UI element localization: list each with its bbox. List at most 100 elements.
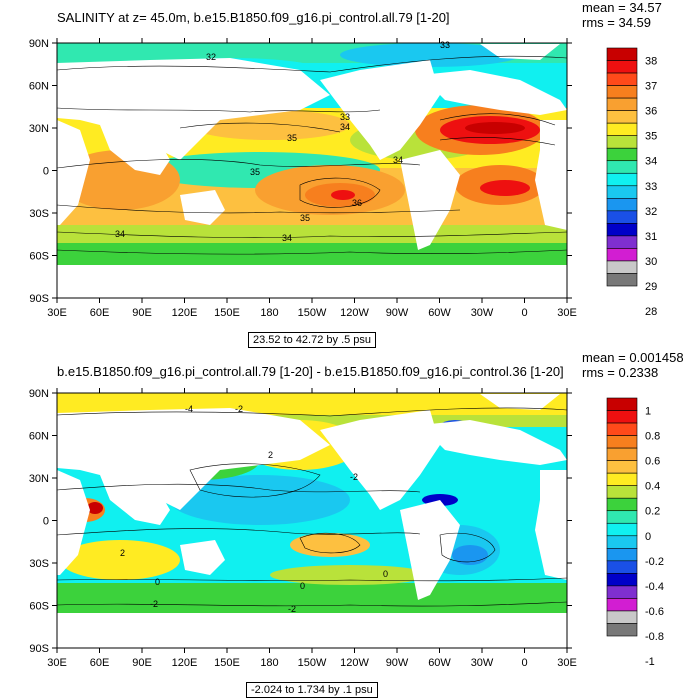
colorbar-swatch: [606, 235, 638, 249]
lon-label: 150W: [298, 657, 327, 669]
lon-label: 30E: [557, 307, 577, 319]
contour-label: 35: [287, 133, 297, 143]
colorbar-swatch: [606, 522, 638, 537]
lat-label: 60N: [29, 431, 49, 443]
lon-label: 150W: [298, 307, 327, 319]
colorbar-swatch: [606, 122, 638, 136]
contour-label: 32: [206, 52, 216, 62]
lon-label: 60W: [428, 307, 451, 319]
contour-label: 33: [340, 112, 350, 122]
colorbar-swatch: [606, 397, 638, 411]
lon-label: 180: [260, 657, 278, 669]
colorbar-swatch: [606, 248, 638, 262]
lon-label: 0: [521, 307, 527, 319]
panel1-mean: mean = 34.57: [582, 0, 662, 15]
lat-label: 60N: [29, 81, 49, 93]
lat-label: 90S: [29, 643, 49, 655]
colorbar-label: 37: [645, 81, 657, 93]
contour-label: -2: [350, 472, 358, 482]
lon-label: 30E: [47, 657, 67, 669]
colorbar-label: 29: [645, 281, 657, 293]
colorbar-swatch: [606, 535, 638, 549]
panel1-map: 32 33 33 34 35 35 35 36 34 34 34 90N 60N 3…: [29, 38, 577, 319]
colorbar-label: 34: [645, 156, 657, 168]
colorbar-swatch: [606, 610, 638, 624]
colorbar-swatch: [606, 472, 638, 486]
colorbar-label: 35: [645, 131, 657, 143]
lon-label: 90W: [386, 307, 409, 319]
lat-label: 60S: [29, 251, 49, 263]
colorbar-swatch: [606, 147, 638, 162]
colorbar-swatch: [606, 160, 638, 174]
contour-label: 34: [115, 229, 125, 239]
contour-label: 34: [340, 122, 350, 132]
colorbar-label: -1: [645, 656, 655, 668]
lon-label: 120E: [172, 307, 198, 319]
panel1-caption: 23.52 to 42.72 by .5 psu: [248, 332, 377, 348]
colorbar-swatch: [606, 97, 638, 111]
contour-label: 34: [282, 233, 292, 243]
colorbar-swatch: [606, 585, 638, 599]
colorbar-swatch: [606, 598, 638, 612]
lon-label: 120W: [340, 657, 369, 669]
contour-label: -2: [235, 404, 243, 414]
colorbar-label: 32: [645, 206, 657, 218]
colorbar-swatch: [606, 447, 638, 461]
colorbar-swatch: [606, 85, 638, 99]
colorbar-label: 0.2: [645, 506, 660, 518]
colorbar-swatch: [606, 72, 638, 86]
panel2-mean: mean = 0.001458: [582, 350, 684, 365]
colorbar-label: 28: [645, 306, 657, 318]
contour-label: -2: [288, 604, 296, 614]
colorbar-label: 0.4: [645, 481, 660, 493]
lat-label: 90N: [29, 388, 49, 400]
panel1-rms: rms = 34.59: [582, 15, 652, 30]
colorbar-swatch: [606, 460, 638, 474]
colorbar-swatch: [606, 60, 638, 74]
lat-label: 0: [43, 166, 49, 178]
colorbar-swatch: [606, 110, 638, 124]
colorbar-label: 1: [645, 406, 651, 418]
contour-label: -2: [150, 599, 158, 609]
colorbar-swatch: [606, 497, 638, 512]
lat-label: 30N: [29, 123, 49, 135]
lon-label: 0: [521, 657, 527, 669]
colorbar-swatch: [606, 47, 638, 61]
lon-label: 60E: [90, 307, 110, 319]
colorbar-swatch: [606, 485, 638, 499]
panel2-caption: -2.024 to 1.734 by .1 psu: [246, 682, 378, 698]
lon-label: 120W: [340, 307, 369, 319]
lon-label: 60W: [428, 657, 451, 669]
colorbar-label: 36: [645, 106, 657, 118]
colorbar-label: -0.2: [645, 556, 664, 568]
lon-label: 30E: [47, 307, 67, 319]
colorbar-swatch: [606, 135, 638, 149]
colorbar-swatch: [606, 435, 638, 449]
lon-label: 180: [260, 307, 278, 319]
lat-label: 60S: [29, 601, 49, 613]
colorbar-label: 31: [645, 231, 657, 243]
panel2-rms: rms = 0.2338: [582, 365, 659, 380]
contour-label: 33: [440, 40, 450, 50]
panel2-title: b.e15.B1850.f09_g16.pi_control.all.79 [1…: [57, 364, 564, 379]
lat-label: 90S: [29, 293, 49, 305]
colorbar-label: 30: [645, 256, 657, 268]
contour-label: 0: [300, 581, 305, 591]
lon-label: 90E: [132, 307, 152, 319]
colorbar-swatch: [606, 172, 638, 187]
colorbar-swatch: [606, 422, 638, 436]
colorbar-swatch: [606, 260, 638, 274]
colorbar-label: 0.8: [645, 431, 660, 443]
colorbar-swatch: [606, 410, 638, 424]
contour-label: -4: [185, 404, 193, 414]
colorbar-swatch: [606, 548, 638, 562]
lon-label: 90W: [386, 657, 409, 669]
colorbar-label: 33: [645, 181, 657, 193]
colorbar-swatch: [606, 623, 638, 637]
contour-label: 35: [300, 213, 310, 223]
panel1-title: SALINITY at z= 45.0m, b.e15.B1850.f09_g1…: [57, 10, 450, 25]
contour-label: 36: [352, 198, 362, 208]
lat-label: 90N: [29, 38, 49, 50]
colorbar-swatch: [606, 560, 638, 574]
